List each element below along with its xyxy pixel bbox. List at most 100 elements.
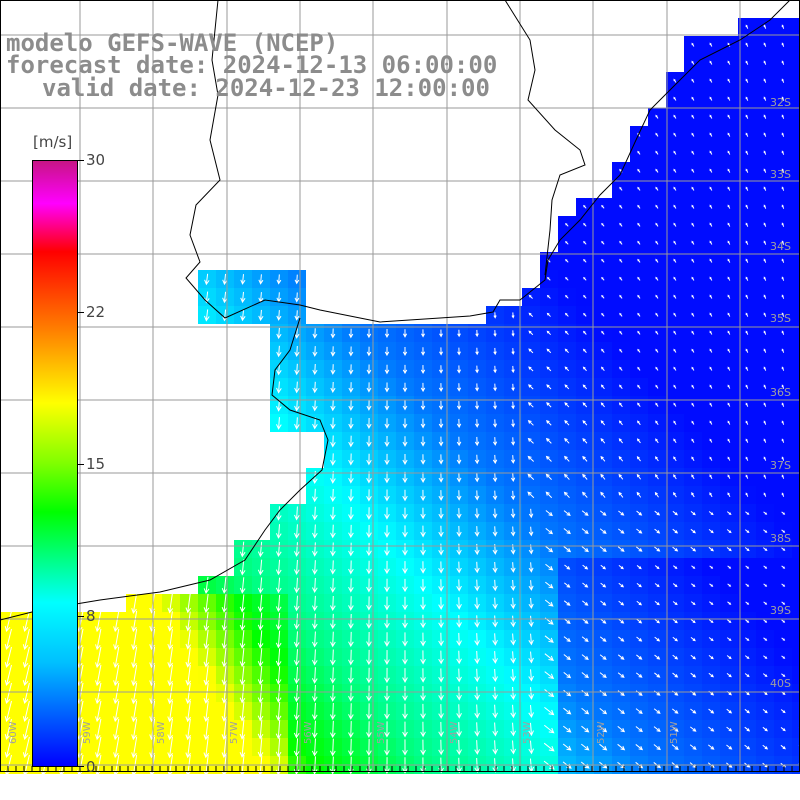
wind-arrow: [763, 348, 767, 353]
wind-arrow: [690, 511, 696, 516]
wind-arrow: [384, 685, 390, 702]
wind-arrow: [474, 419, 480, 428]
colorbar-tick-22: 22: [86, 303, 106, 321]
wind-arrow: [673, 204, 677, 209]
wind-arrow: [637, 384, 641, 389]
wind-arrow: [475, 401, 480, 410]
wind-arrow: [113, 664, 120, 687]
wind-arrow: [781, 655, 786, 659]
wind-arrow: [545, 581, 554, 589]
wind-arrow: [293, 720, 300, 739]
wind-arrow: [438, 704, 444, 719]
wind-arrow: [691, 78, 695, 83]
wind-arrow: [637, 204, 641, 209]
wind-arrow: [599, 510, 607, 516]
wind-arrow: [311, 667, 318, 684]
wind-arrow: [727, 330, 731, 335]
wind-arrow: [366, 578, 372, 593]
title-model: modelo GEFS-WAVE (NCEP): [6, 29, 339, 57]
wind-arrow: [654, 618, 661, 624]
wind-arrow: [763, 583, 768, 587]
wind-arrow: [167, 593, 174, 614]
wind-arrow: [312, 577, 318, 594]
wind-arrow: [601, 294, 605, 299]
wind-arrow: [510, 669, 516, 682]
wind-arrow: [492, 490, 498, 501]
wind-arrow: [655, 276, 659, 281]
wind-arrow: [544, 671, 555, 680]
wind-arrow: [293, 702, 300, 721]
wind-arrow: [564, 312, 569, 317]
wind-arrow: [655, 402, 659, 407]
title-valid-date: valid date: 2024-12-23 12:00:00: [42, 74, 490, 102]
wind-arrow: [654, 672, 661, 678]
wind-arrow: [456, 597, 462, 610]
wind-arrow: [583, 330, 587, 335]
wind-arrow: [691, 96, 695, 101]
wind-arrow: [762, 744, 769, 750]
wind-arrow: [366, 560, 372, 575]
wind-arrow: [348, 400, 354, 412]
wind-arrow: [456, 739, 462, 756]
wind-arrow: [257, 630, 264, 649]
wind-arrow: [691, 420, 695, 425]
wind-arrow: [672, 654, 679, 660]
wind-arrow: [257, 541, 264, 558]
wind-arrow: [239, 737, 246, 758]
wind-arrow: [564, 330, 569, 335]
wind-arrow: [727, 168, 731, 173]
wind-arrow: [781, 96, 785, 101]
wind-arrow: [203, 736, 210, 759]
wind-arrow: [275, 737, 282, 758]
wind-arrow: [781, 619, 786, 623]
wind-arrow: [330, 435, 336, 448]
wind-arrow: [781, 114, 785, 119]
wind-arrow: [618, 618, 625, 624]
wind-arrow: [366, 364, 372, 375]
wind-arrow: [708, 708, 715, 714]
wind-arrow: [276, 417, 282, 430]
wind-arrow: [95, 736, 102, 759]
wind-arrow: [781, 637, 786, 641]
wind-arrow: [402, 650, 408, 665]
wind-arrow: [22, 664, 30, 687]
wind-arrow: [456, 490, 462, 501]
wind-arrow: [438, 400, 444, 411]
wind-arrow: [671, 726, 679, 732]
wind-arrow: [582, 600, 589, 606]
wind-arrow: [727, 583, 732, 587]
wind-arrow: [438, 686, 444, 701]
wind-arrow: [654, 491, 659, 498]
lon-label: 54W: [449, 721, 460, 744]
wind-arrow: [601, 204, 605, 209]
wind-cell: [792, 504, 800, 522]
wind-arrow: [95, 664, 102, 687]
wind-arrow: [402, 685, 408, 702]
wind-arrow: [673, 294, 677, 299]
wind-arrow: [636, 565, 642, 570]
wind-arrow: [601, 348, 605, 353]
wind-arrow: [673, 240, 677, 245]
wind-arrow: [185, 611, 192, 632]
wind-arrow: [258, 309, 264, 322]
wind-arrow: [762, 726, 768, 732]
wind-arrow: [600, 438, 606, 444]
wind-arrow: [113, 646, 120, 669]
wind-arrow: [348, 703, 354, 720]
wind-arrow: [672, 601, 678, 606]
wind-arrow: [420, 454, 426, 465]
wind-arrow: [745, 384, 749, 389]
wind-arrow: [239, 701, 246, 722]
wind-arrow: [402, 739, 408, 756]
wind-cell: [792, 288, 800, 306]
colorbar: [32, 160, 78, 767]
wind-arrow: [167, 736, 173, 759]
wind-arrow: [546, 384, 552, 390]
wind-arrow: [546, 312, 551, 317]
wind-arrow: [4, 700, 12, 723]
wind-arrow: [475, 365, 479, 374]
lat-label: 40S: [770, 677, 791, 690]
wind-arrow: [544, 653, 554, 661]
lat-label: 32S: [770, 96, 791, 109]
wind-arrow: [709, 240, 713, 245]
